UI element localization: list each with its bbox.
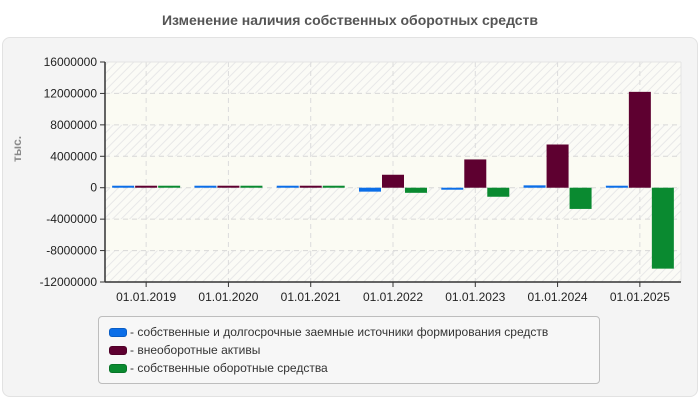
legend-item-noncurrent-assets: - внеоборотные активы <box>109 342 260 358</box>
y-tick-label: -4000000 <box>46 212 97 226</box>
bar <box>523 185 546 188</box>
plot-band <box>105 124 681 157</box>
y-tick-label: 8000000 <box>50 118 97 132</box>
plot-band <box>105 62 681 94</box>
x-axis-ticks: 01.01.2019 01.01.2020 01.01.2021 01.01.2022… <box>116 282 670 304</box>
legend-swatch-blue <box>109 327 127 337</box>
bar <box>569 187 592 209</box>
bars <box>112 91 674 269</box>
bar <box>651 187 674 269</box>
legend-label: - собственные оборотные средства <box>130 361 328 375</box>
y-tick-label: -8000000 <box>46 244 97 258</box>
legend-swatch-green <box>109 363 127 373</box>
chart-title: Изменение наличия собственных оборотных … <box>161 12 539 28</box>
legend: - собственные и долгосрочные заемные ист… <box>98 316 600 384</box>
bar <box>441 187 464 190</box>
legend-swatch-maroon <box>109 345 127 355</box>
bar <box>487 187 510 197</box>
x-tick-label: 01.01.2022 <box>363 290 423 304</box>
y-tick-label: -12000000 <box>40 275 98 289</box>
bar <box>628 91 651 188</box>
bar <box>299 185 322 188</box>
x-tick-label: 01.01.2021 <box>281 290 341 304</box>
legend-item-sources: - собственные и долгосрочные заемные ист… <box>109 324 548 340</box>
bar <box>405 187 427 193</box>
bar <box>276 185 299 188</box>
bar <box>546 144 569 188</box>
bar <box>382 174 404 188</box>
y-tick-label: 4000000 <box>50 149 97 163</box>
x-tick-label: 01.01.2020 <box>198 290 258 304</box>
bar <box>359 187 381 192</box>
bar <box>135 185 158 188</box>
y-tick-label: 0 <box>90 181 97 195</box>
y-axis-ticks: 16000000 12000000 8000000 4000000 0 -4000000 -… <box>40 55 105 289</box>
y-axis-label: тыс. <box>10 135 24 162</box>
bar <box>464 159 487 188</box>
legend-label: - собственные и долгосрочные заемные ист… <box>130 325 549 339</box>
bar <box>194 185 217 188</box>
x-tick-label: 01.01.2025 <box>610 290 670 304</box>
x-tick-label: 01.01.2023 <box>445 290 505 304</box>
bar <box>322 185 345 188</box>
bar <box>605 185 628 188</box>
bar <box>158 185 181 188</box>
bar <box>217 185 240 188</box>
y-tick-label: 16000000 <box>44 55 98 69</box>
bar <box>112 185 135 188</box>
x-tick-label: 01.01.2024 <box>528 290 588 304</box>
legend-item-working-capital: - собственные оборотные средства <box>109 360 328 376</box>
x-tick-label: 01.01.2019 <box>116 290 176 304</box>
y-tick-label: 12000000 <box>44 86 98 100</box>
bar <box>240 185 263 188</box>
legend-label: - внеоборотные активы <box>130 343 261 357</box>
